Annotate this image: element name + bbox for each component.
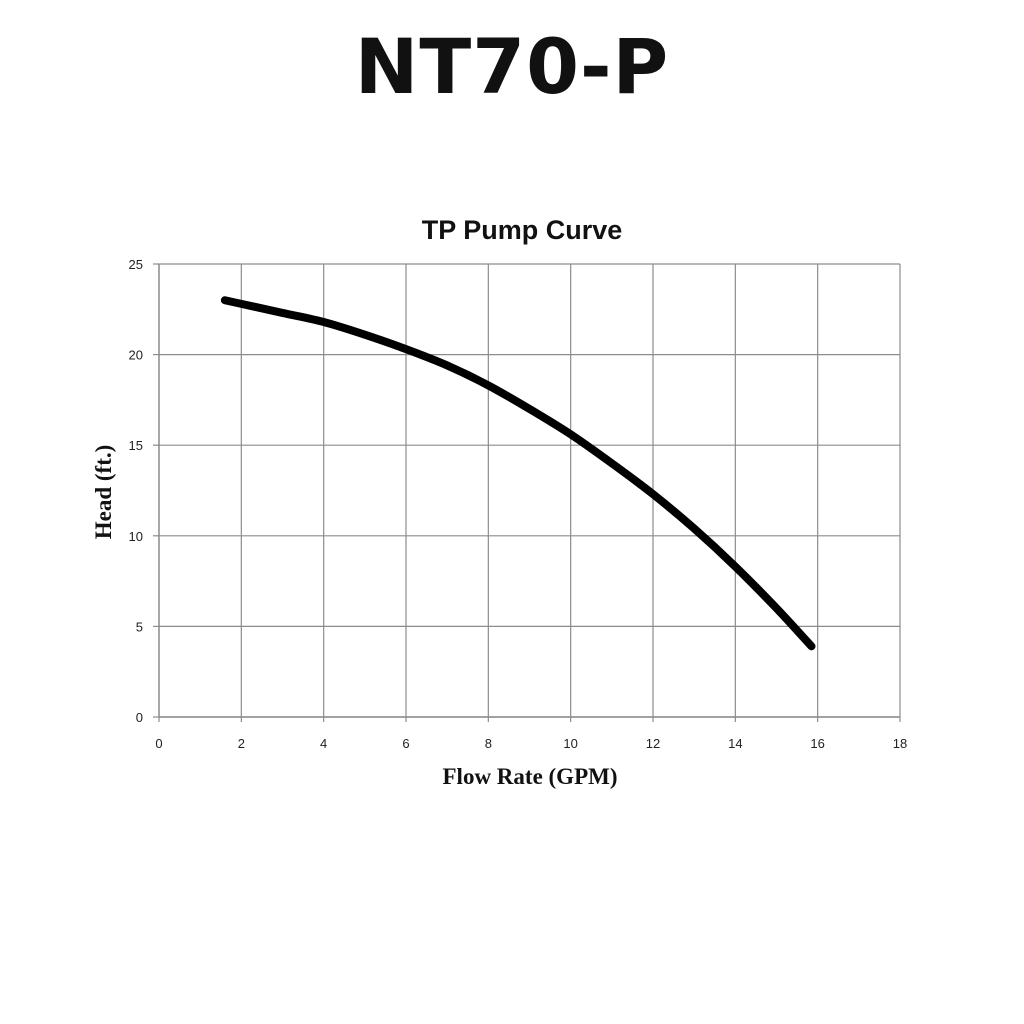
y-tick-label: 10 [129,529,143,544]
x-tick-label: 18 [893,736,907,751]
x-tick-label: 8 [485,736,492,751]
x-tick-label: 12 [646,736,660,751]
y-tick-label: 0 [136,710,143,725]
axes [153,263,901,722]
y-tick-label: 20 [129,348,143,363]
x-tick-label: 4 [320,736,327,751]
x-tick-label: 16 [810,736,824,751]
page-title: NT70-P [354,22,670,111]
tick-labels: 0 2 4 6 8 10 12 14 16 18 0 5 10 15 20 25 [129,257,908,751]
x-axis-label: Flow Rate (GPM) [443,764,618,789]
x-tick-label: 6 [402,736,409,751]
y-tick-label: 25 [129,257,143,272]
x-tick-label: 2 [238,736,245,751]
grid [158,263,901,718]
x-tick-label: 14 [728,736,742,751]
y-tick-label: 5 [136,619,143,634]
series [220,296,816,651]
x-tick-label: 0 [155,736,162,751]
y-axis-label: Head (ft.) [91,445,116,540]
chart-title: TP Pump Curve [422,215,623,245]
x-tick-label: 10 [563,736,577,751]
pump-curve-line [220,296,816,651]
y-tick-label: 15 [129,438,143,453]
